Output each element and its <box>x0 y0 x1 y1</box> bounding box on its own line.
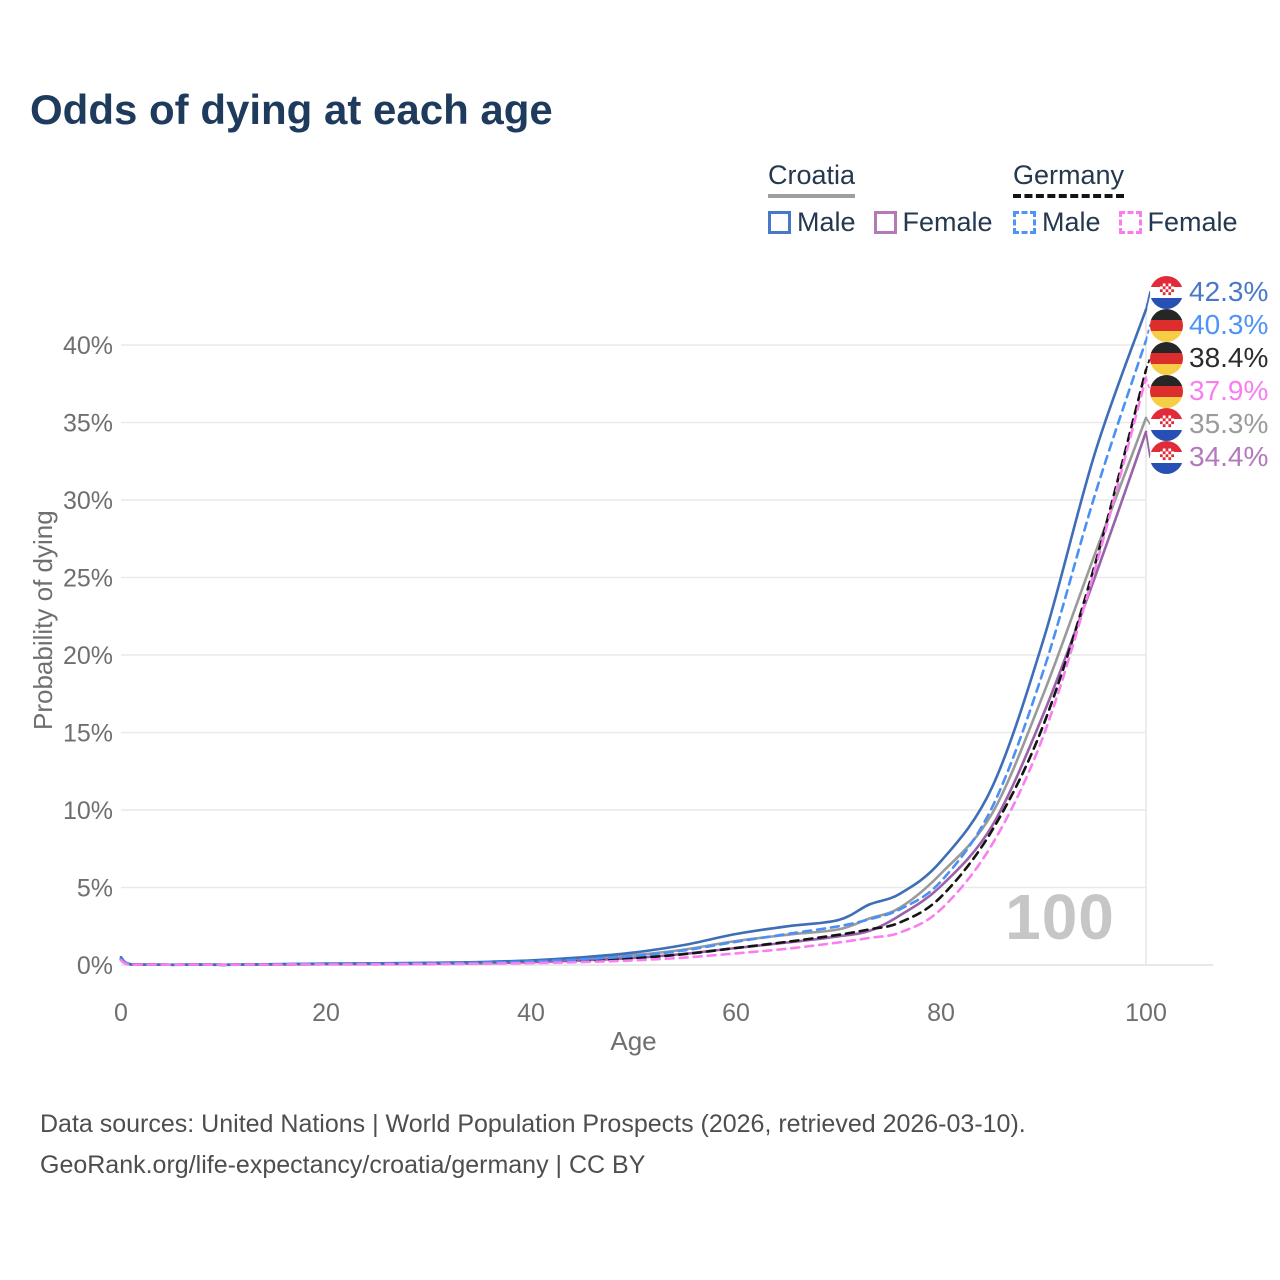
germany-flag-icon <box>1150 308 1183 342</box>
page-title: Odds of dying at each age <box>30 86 553 133</box>
germany-flag-icon <box>1150 374 1183 408</box>
end-label-row-croatia-female: 34.4% <box>1150 440 1269 474</box>
x-tick-label: 80 <box>927 999 955 1027</box>
series-line-germany-total[interactable] <box>119 368 1148 967</box>
croatia-flag-icon <box>1150 407 1183 441</box>
legend-label-germany-male[interactable]: Male <box>1042 207 1101 237</box>
footer-url-line: GeoRank.org/life-expectancy/croatia/germ… <box>40 1151 646 1179</box>
croatia-flag <box>1150 275 1183 309</box>
end-value-croatia-total: 35.3% <box>1189 408 1269 439</box>
series-line-germany-female[interactable] <box>119 376 1148 967</box>
croatia-flag <box>1150 440 1183 474</box>
y-tick-label: 0% <box>77 952 113 980</box>
end-value-germany-female: 37.9% <box>1189 375 1269 406</box>
x-tick-label: 0 <box>114 999 128 1027</box>
x-tick-label: 60 <box>722 999 750 1027</box>
legend-swatch-germany-female[interactable] <box>1118 211 1142 234</box>
series-line-germany-male[interactable] <box>119 339 1148 967</box>
y-tick-label: 25% <box>63 565 113 593</box>
x-tick-label: 40 <box>517 999 545 1027</box>
y-axis-title: Probability of dying <box>28 510 58 730</box>
legend-header-germany: Germany <box>1013 160 1125 198</box>
legend-label-croatia-male[interactable]: Male <box>797 207 856 237</box>
croatia-flag-icon <box>1150 440 1183 474</box>
x-tick-label: 100 <box>1125 999 1167 1027</box>
croatia-flag <box>1150 407 1183 441</box>
x-tick-label: 20 <box>312 999 340 1027</box>
end-value-croatia-male: 42.3% <box>1189 276 1269 307</box>
end-label-row-germany-total: 38.4% <box>1150 341 1269 375</box>
legend-group-croatia: Croatia Male Female <box>768 160 1011 238</box>
germany-flag <box>1150 374 1183 408</box>
y-tick-label: 35% <box>63 410 113 438</box>
y-tick-label: 40% <box>63 332 113 360</box>
y-tick-label: 20% <box>63 642 113 670</box>
end-label-row-germany-female: 37.9% <box>1150 374 1269 408</box>
end-value-germany-total: 38.4% <box>1189 342 1269 373</box>
germany-flag <box>1150 341 1183 375</box>
end-label-row-germany-male: 40.3% <box>1150 308 1269 342</box>
series-line-croatia-male[interactable] <box>119 308 1148 966</box>
y-tick-label: 5% <box>77 875 113 903</box>
y-tick-label: 15% <box>63 720 113 748</box>
legend-swatch-croatia-female[interactable] <box>873 211 897 234</box>
series-line-croatia-female[interactable] <box>119 430 1148 967</box>
legend-group-germany: Germany Male Female <box>1013 160 1256 238</box>
end-value-croatia-female: 34.4% <box>1189 441 1269 472</box>
y-tick-label: 30% <box>63 487 113 515</box>
legend-header-croatia: Croatia <box>768 160 856 198</box>
germany-flag-icon <box>1150 341 1183 375</box>
legend-label-croatia-female[interactable]: Female <box>902 207 993 237</box>
legend-swatch-croatia-male[interactable] <box>768 211 791 234</box>
x-axis-title: Age <box>610 1026 657 1056</box>
footer: Data sources: United Nations | World Pop… <box>40 1104 1026 1186</box>
y-tick-label: 10% <box>63 797 113 825</box>
croatia-flag-icon <box>1150 275 1183 309</box>
end-label-row-croatia-male: 42.3% <box>1150 275 1269 309</box>
legend-swatch-germany-male[interactable] <box>1013 211 1036 234</box>
germany-flag <box>1150 308 1183 342</box>
footer-sources-line: Data sources: United Nations | World Pop… <box>40 1110 1026 1138</box>
legend-label-germany-female[interactable]: Female <box>1147 207 1238 237</box>
end-label-row-croatia-total: 35.3% <box>1150 407 1269 441</box>
hover-age-indicator: 100 <box>1005 881 1115 953</box>
end-value-germany-male: 40.3% <box>1189 309 1269 340</box>
